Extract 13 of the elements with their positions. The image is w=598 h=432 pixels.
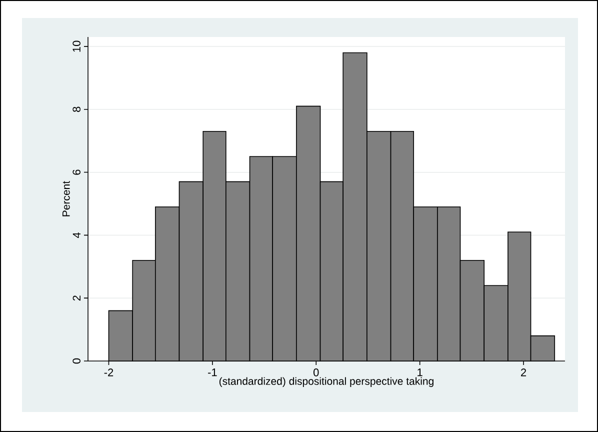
x-tick-label: 2 <box>521 368 526 376</box>
x-tick-label: -1 <box>208 368 217 376</box>
y-tick-label: 2 <box>72 296 80 301</box>
x-tick-label: -2 <box>104 368 114 376</box>
y-tick-label: 8 <box>72 106 80 112</box>
y-tick-label: 6 <box>72 170 80 175</box>
x-tick-label: 1 <box>418 368 422 376</box>
y-tick-label: 0 <box>72 358 80 364</box>
y-tick-label: 10 <box>72 40 80 52</box>
y-tick-label: 4 <box>72 232 80 238</box>
x-axis-title: (standardized) dispositional perspective taking <box>219 377 434 387</box>
y-axis-title: Percent <box>62 180 70 216</box>
x-tick-label: 0 <box>313 368 319 376</box>
